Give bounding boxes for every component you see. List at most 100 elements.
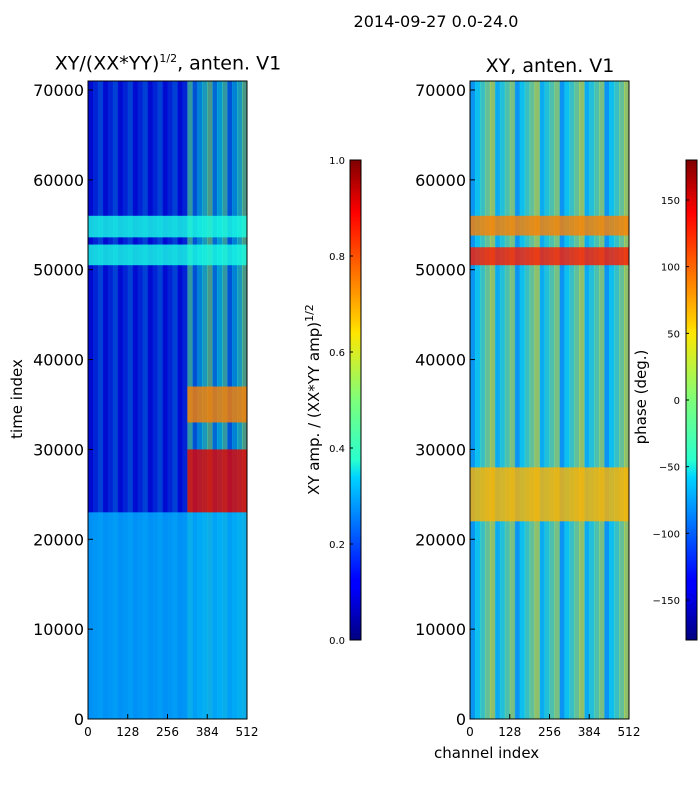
left-stripe — [137, 81, 144, 719]
left-stripe — [162, 81, 168, 719]
left-ytick-label: 30000 — [33, 440, 84, 459]
right-heatmap — [470, 81, 629, 719]
left-heatmap-bands — [88, 215, 247, 719]
left-band — [187, 386, 247, 423]
figure-suptitle: 2014-09-27 0.0-24.0 — [353, 12, 519, 31]
left-stripe — [142, 81, 149, 719]
left-ytick-label: 20000 — [33, 530, 84, 549]
right-stripe — [529, 81, 536, 719]
right-stripe — [489, 81, 496, 719]
right-heatmap-bands — [470, 215, 629, 522]
left-colorbar — [349, 159, 362, 641]
right-ytick-label: 0 — [456, 710, 466, 729]
left-ytick-label: 0 — [74, 710, 84, 729]
right-stripe — [484, 81, 491, 719]
right-stripe — [554, 81, 560, 719]
left-stripe — [107, 81, 114, 719]
left-cbar-tick-label: 1.0 — [329, 156, 345, 167]
left-colorbar-ticks: 0.0 0.2 0.4 0.6 0.8 1.0 — [329, 156, 353, 647]
left-cbar-tick-label: 0.8 — [329, 252, 345, 263]
right-xtick-label: 256 — [538, 725, 561, 739]
left-title-suffix: , anten. V1 — [177, 52, 282, 75]
right-xaxis: 0 128 256 384 512 — [466, 714, 640, 739]
right-yaxis: 0 10000 20000 30000 40000 50000 60000 70000 — [415, 81, 475, 729]
right-xlabel: channel index — [434, 744, 540, 762]
right-stripe — [624, 81, 629, 719]
left-xtick-label: 0 — [84, 725, 92, 739]
right-colorbar-ticks: −150 −100 −50 0 50 100 150 — [653, 196, 689, 607]
left-stripe — [97, 81, 104, 719]
left-band — [88, 244, 247, 266]
right-stripe — [564, 81, 570, 719]
right-band — [470, 247, 629, 266]
left-band — [88, 215, 247, 238]
left-band — [187, 449, 247, 513]
right-stripe — [509, 81, 516, 719]
right-xtick-label: 512 — [618, 725, 641, 739]
right-heatmap-stripes — [470, 81, 629, 719]
right-band — [470, 215, 629, 236]
left-cbar-tick-label: 0.2 — [329, 540, 345, 551]
right-ytick-label: 30000 — [415, 440, 466, 459]
right-stripe — [559, 81, 565, 719]
left-stripe — [92, 81, 99, 719]
right-ytick-label: 10000 — [415, 620, 466, 639]
right-stripe — [470, 81, 476, 719]
right-xtick-label: 384 — [578, 725, 601, 739]
left-ytick-label: 60000 — [33, 171, 84, 190]
left-stripe — [182, 81, 188, 719]
right-stripe — [549, 81, 555, 719]
left-title-main: XY/(XX*YY) — [54, 52, 160, 75]
right-stripe — [604, 81, 610, 719]
left-ytick-label: 40000 — [33, 351, 84, 370]
right-cbar-tick-label: 0 — [674, 396, 680, 407]
right-cbar-tick-label: 150 — [661, 196, 680, 207]
left-title-sup: 1/2 — [159, 52, 178, 65]
left-xtick-label: 512 — [236, 725, 259, 739]
right-stripe — [599, 81, 605, 719]
left-cbar-tick-label: 0.0 — [329, 636, 345, 647]
right-stripe — [494, 81, 501, 719]
left-xtick-label: 384 — [196, 725, 219, 739]
right-cbar-tick-label: −150 — [653, 596, 680, 607]
left-xtick-label: 256 — [156, 725, 179, 739]
right-cbar-tick-label: −50 — [659, 463, 680, 474]
left-xaxis: 0 128 256 384 512 — [84, 714, 258, 739]
left-cbar-tick-label: 0.6 — [329, 348, 345, 359]
right-stripe — [614, 81, 620, 719]
right-cbar-tick-label: 50 — [667, 329, 680, 340]
left-yaxis: 0 10000 20000 30000 40000 50000 60000 70000 — [33, 81, 93, 729]
left-stripe — [177, 81, 183, 719]
right-cbar-tick-label: 100 — [661, 263, 680, 274]
right-stripe — [619, 81, 625, 719]
right-stripe — [609, 81, 615, 719]
right-xtick-label: 0 — [466, 725, 474, 739]
right-stripe — [479, 81, 486, 719]
left-stripe — [152, 81, 159, 719]
right-ytick-label: 20000 — [415, 530, 466, 549]
left-stripe — [167, 81, 173, 719]
right-stripe — [519, 81, 526, 719]
right-stripe — [544, 81, 550, 719]
right-stripe — [579, 81, 585, 719]
right-stripe — [539, 81, 546, 719]
left-stripe — [147, 81, 154, 719]
left-ytick-label: 70000 — [33, 81, 84, 100]
left-ytick-label: 50000 — [33, 261, 84, 280]
left-heatmap — [88, 81, 247, 719]
left-stripe — [112, 81, 119, 719]
right-stripe — [504, 81, 511, 719]
right-stripe — [584, 81, 590, 719]
right-panel-title: XY, anten. V1 — [485, 55, 615, 77]
right-ytick-label: 40000 — [415, 351, 466, 370]
left-xtick-label: 128 — [116, 725, 139, 739]
right-stripe — [594, 81, 600, 719]
right-band — [470, 467, 629, 522]
right-stripe — [574, 81, 580, 719]
left-ytick-label: 10000 — [33, 620, 84, 639]
left-stripe — [88, 81, 94, 719]
right-ytick-label: 60000 — [415, 171, 466, 190]
right-ytick-label: 70000 — [415, 81, 466, 100]
left-cbar-tick-label: 0.4 — [329, 444, 345, 455]
